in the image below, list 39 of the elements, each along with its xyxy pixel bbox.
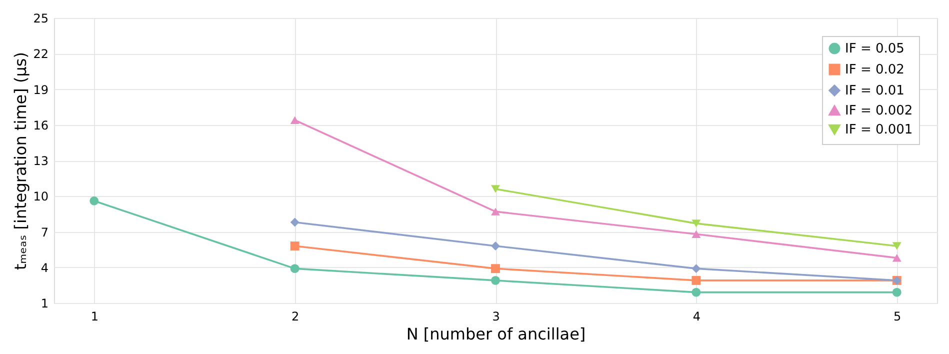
point bbox=[491, 242, 500, 250]
legend-label: IF = 0.002 bbox=[845, 104, 913, 118]
point bbox=[692, 264, 701, 274]
point bbox=[692, 220, 701, 228]
x-tick-label: 4 bbox=[692, 310, 700, 324]
legend-label: IF = 0.05 bbox=[845, 42, 904, 56]
point bbox=[892, 254, 902, 262]
x-axis-title: N [number of ancillae] bbox=[406, 324, 586, 344]
y-tick-label: 7 bbox=[40, 225, 48, 240]
point bbox=[491, 264, 500, 274]
y-tick-label: 25 bbox=[33, 12, 48, 26]
point bbox=[290, 218, 300, 227]
y-tick-label: 19 bbox=[33, 82, 48, 97]
point bbox=[692, 230, 701, 238]
y-tick-label: 4 bbox=[40, 260, 48, 275]
point bbox=[290, 264, 300, 274]
y-tick-label: 10 bbox=[33, 190, 48, 204]
legend-label: IF = 0.001 bbox=[845, 122, 913, 138]
point bbox=[491, 208, 500, 216]
y-tick-label: 22 bbox=[33, 47, 48, 62]
x-tick-label: 3 bbox=[492, 310, 500, 324]
y-tick-label: 13 bbox=[33, 154, 48, 168]
x-tick-label: 1 bbox=[90, 310, 98, 324]
point bbox=[90, 196, 99, 206]
x-tick-label: 2 bbox=[292, 310, 300, 324]
point bbox=[290, 242, 300, 250]
point bbox=[692, 288, 701, 297]
y-tick-label: 16 bbox=[33, 118, 48, 132]
y-tick-label: 1 bbox=[40, 296, 48, 310]
x-tick-label: 5 bbox=[894, 310, 902, 324]
point bbox=[491, 185, 500, 193]
point bbox=[892, 242, 902, 250]
point bbox=[892, 288, 902, 297]
point bbox=[692, 276, 701, 285]
legend-label: IF = 0.02 bbox=[845, 62, 904, 78]
point bbox=[491, 276, 500, 285]
y-axis-title: tₘₑₐₛ [integration time] (μs) bbox=[11, 52, 30, 270]
legend-label: IF = 0.01 bbox=[845, 84, 904, 98]
point bbox=[290, 116, 300, 124]
